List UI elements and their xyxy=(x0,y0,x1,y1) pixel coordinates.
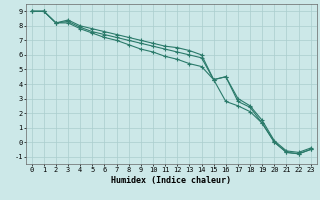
X-axis label: Humidex (Indice chaleur): Humidex (Indice chaleur) xyxy=(111,176,231,185)
